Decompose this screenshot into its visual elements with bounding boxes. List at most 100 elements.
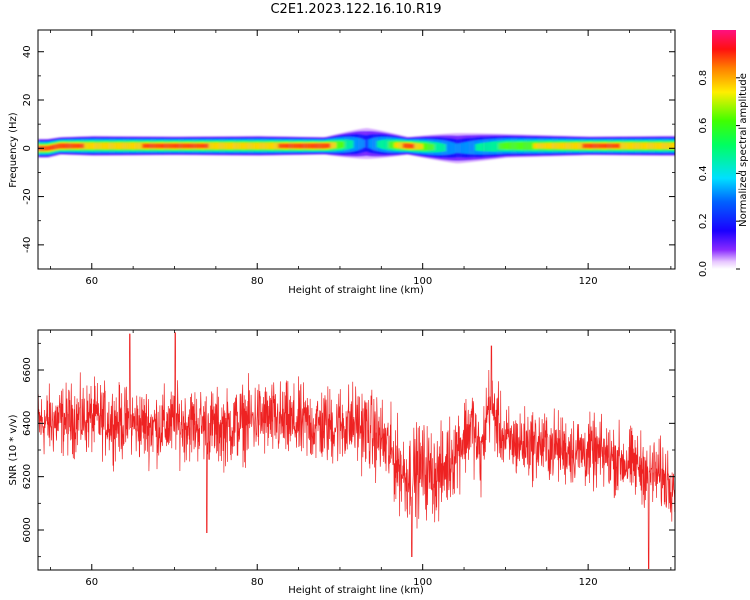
heatmap-cell (46, 145, 51, 151)
x-tick-label: 80 (251, 577, 264, 588)
heatmap-cell (258, 142, 262, 150)
heatmap-cell (420, 143, 424, 150)
heatmap-cell (278, 143, 282, 149)
heatmap-cell (310, 143, 314, 149)
heatmap-cell (449, 141, 453, 155)
y-tick-label: 40 (22, 45, 33, 58)
heatmap-cell (675, 143, 678, 149)
heatmap-cell (174, 143, 178, 149)
heatmap-cell (359, 138, 363, 150)
heatmap-cell (220, 142, 224, 150)
heatmap-cell (263, 142, 268, 150)
heatmap-cell (191, 143, 195, 149)
heatmap-cell (507, 142, 511, 150)
heatmap-cell (576, 142, 581, 150)
heatmap-ridge (38, 128, 678, 164)
heatmap-cell (87, 142, 91, 150)
y-tick-label: 6400 (22, 411, 33, 436)
y-tick-label: 6200 (22, 464, 33, 489)
heatmap-cell (208, 142, 213, 150)
heatmap-cell (440, 143, 444, 152)
heatmap-cell (330, 142, 334, 149)
heatmap-cell (376, 140, 381, 148)
heatmap-cell (675, 136, 678, 155)
y-tick-label: -40 (22, 237, 33, 253)
x-tick-label: 120 (579, 276, 598, 287)
heatmap-cell (472, 140, 476, 155)
heatmap-cell (81, 143, 85, 149)
heatmap-cell (307, 143, 311, 149)
heatmap-cell (588, 143, 592, 149)
heatmap-cell (339, 141, 343, 149)
heatmap-cell (478, 143, 482, 152)
colorbar-tick-label: 0.2 (698, 213, 709, 229)
heatmap-cell (657, 142, 662, 150)
heatmap-cell (486, 142, 491, 152)
heatmap-cell (243, 142, 248, 150)
heatmap-cell (344, 139, 349, 150)
colorbar-tick-label: 0.4 (698, 165, 709, 181)
heatmap-cell (596, 143, 601, 149)
heatmap-cell (399, 142, 404, 149)
heatmap-cell (651, 142, 656, 150)
heatmap-cell (675, 140, 678, 152)
heatmap-cell (347, 139, 352, 150)
heatmap-cell (637, 142, 641, 150)
heatmap-cell (98, 142, 103, 150)
heatmap-cell (136, 142, 140, 150)
heatmap-cell (509, 142, 514, 150)
heatmap-cell (466, 141, 471, 154)
heatmap-cell (675, 136, 678, 156)
heatmap-cell (585, 143, 589, 149)
heatmap-cell (469, 141, 473, 155)
y-tick-label: 0 (22, 145, 33, 151)
heatmap-cell (333, 142, 337, 149)
heatmap-cell (518, 141, 523, 150)
heatmap-cell (321, 143, 326, 149)
heatmap-cell (211, 142, 216, 150)
heatmap-cell (269, 142, 274, 150)
heatmap-cell (397, 142, 401, 149)
heatmap-cell (327, 143, 332, 148)
heatmap-cell (159, 143, 164, 149)
snr-panel: 60 80 100 120 6000 6200 6400 6600 Height of str… (8, 329, 676, 596)
heatmap-cell (229, 142, 233, 150)
heatmap-cell (362, 139, 366, 148)
heatmap-cell (675, 141, 678, 150)
heatmap-cell (223, 142, 227, 150)
heatmap-cell (43, 145, 48, 151)
heatmap-cell (49, 145, 54, 151)
heatmap-cell (107, 142, 111, 150)
heatmap-cell (408, 143, 413, 149)
heatmap-cell (660, 142, 665, 150)
heatmap-cell (414, 143, 418, 150)
heatmap-cell (550, 142, 554, 149)
heatmap-cell (602, 143, 607, 149)
heatmap-cell (431, 144, 436, 151)
heatmap-cell (443, 144, 447, 152)
heatmap-cell (72, 143, 77, 149)
heatmap-cell (318, 143, 323, 149)
heatmap-cell (324, 143, 329, 149)
heatmap-cell (460, 142, 465, 154)
heatmap-cell (483, 142, 488, 152)
heatmap-cell (292, 143, 297, 149)
heatmap-cell (544, 143, 549, 149)
heatmap-cell (246, 142, 250, 150)
heatmap-cell (182, 143, 187, 149)
heatmap-cell (625, 142, 630, 150)
heatmap-cell (275, 142, 279, 150)
heatmap-cell (110, 142, 114, 150)
heatmap-cell (350, 140, 355, 149)
heatmap-cell (104, 142, 109, 150)
heatmap-cell (61, 143, 65, 149)
heatmap-cell (295, 143, 300, 149)
heatmap-cell (605, 143, 610, 149)
heatmap-cell (654, 142, 659, 150)
snr-series-line (38, 332, 675, 570)
heatmap-cell (405, 143, 410, 149)
colorbar-ticks: 0.0 0.2 0.4 0.6 0.8 (698, 70, 740, 277)
heatmap-cell (556, 142, 560, 149)
heatmap-cell (124, 142, 129, 150)
